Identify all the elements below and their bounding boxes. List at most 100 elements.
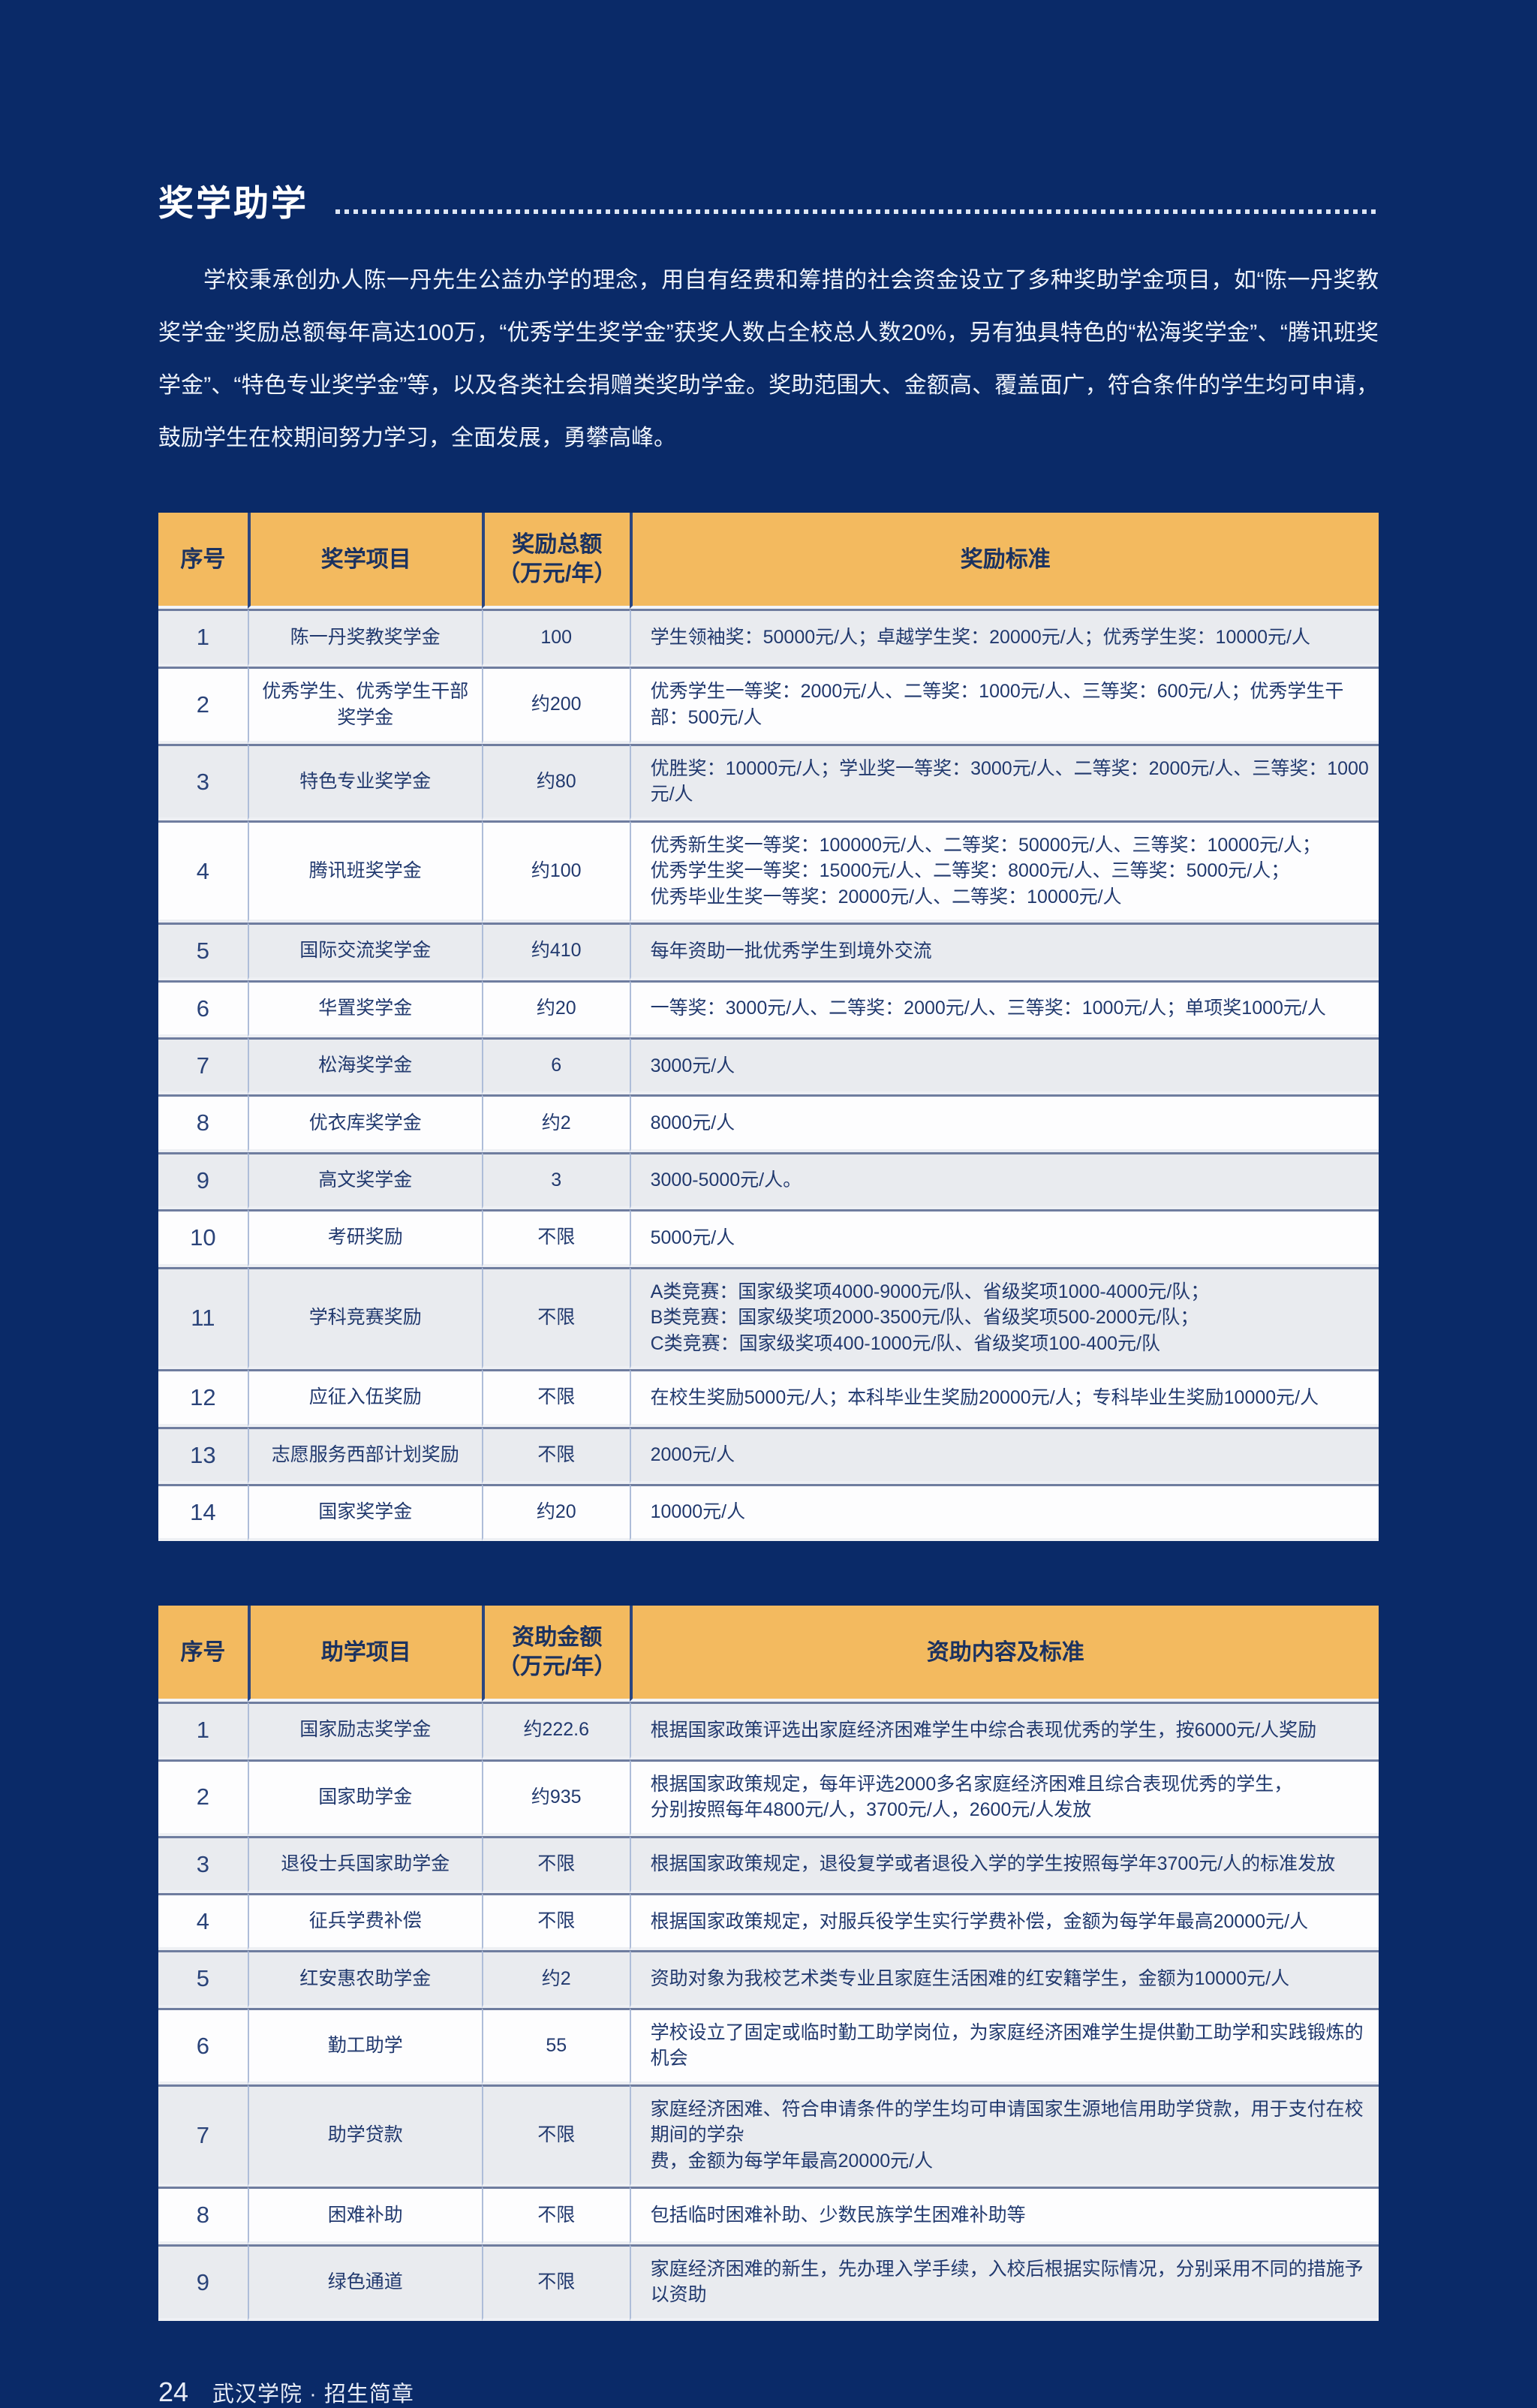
cell-project: 国家助学金 — [247, 1759, 482, 1836]
cell-seq: 14 — [158, 1483, 248, 1542]
cell-standard: 根据国家政策规定，退役复学或者退役入学的学生按照每学年3700元/人的标准发放 — [629, 1835, 1379, 1894]
brochure-page: 奖学助学 学校秉承创办人陈一丹先生公益办学的理念，用自有经费和筹措的社会资金设立… — [158, 0, 1379, 2407]
table-row: 12 应征入伍奖励 不限 在校生奖励5000元/人；本科毕业生奖励20000元/… — [158, 1369, 1379, 1427]
cell-standard: 根据国家政策规定，每年评选2000多名家庭经济困难且综合表现优秀的学生， 分别按… — [629, 1759, 1379, 1836]
cell-project: 松海奖学金 — [247, 1037, 482, 1095]
cell-amount: 约410 — [481, 923, 630, 980]
cell-amount: 约20 — [481, 1483, 630, 1542]
cell-standard: 2000元/人 — [629, 1426, 1379, 1484]
cell-project: 助学贷款 — [247, 2084, 482, 2187]
cell-seq: 6 — [158, 2007, 248, 2084]
cell-amount: 不限 — [481, 1835, 630, 1894]
cell-amount: 100 — [481, 609, 630, 667]
page-title: 奖学助学 — [158, 183, 308, 223]
cell-project: 征兵学费补偿 — [247, 1893, 482, 1951]
column-header-seq: 序号 — [158, 1606, 248, 1702]
cell-seq: 11 — [158, 1266, 248, 1370]
table-row: 6 华置奖学金 约20 一等奖：3000元/人、二等奖：2000元/人、三等奖：… — [158, 980, 1379, 1038]
cell-seq: 10 — [158, 1209, 248, 1267]
cell-amount: 55 — [481, 2007, 630, 2084]
cell-standard: 一等奖：3000元/人、二等奖：2000元/人、三等奖：1000元/人；单项奖1… — [629, 980, 1379, 1038]
cell-seq: 1 — [158, 1702, 248, 1759]
cell-project: 华置奖学金 — [247, 980, 482, 1038]
cell-amount: 不限 — [481, 1369, 630, 1427]
cell-standard: 根据国家政策评选出家庭经济困难学生中综合表现优秀的学生，按6000元/人奖励 — [629, 1702, 1379, 1759]
scholarship-table: 序号 奖学项目 奖励总额 （万元/年） 奖励标准 1 陈一丹奖教奖学金 100 … — [158, 513, 1379, 1542]
table-row: 7 松海奖学金 6 3000元/人 — [158, 1037, 1379, 1095]
cell-standard: 每年资助一批优秀学生到境外交流 — [629, 923, 1379, 980]
dotted-divider — [335, 209, 1379, 215]
cell-project: 学科竞赛奖励 — [247, 1266, 482, 1370]
cell-amount: 约2 — [481, 1950, 630, 2008]
table-row: 3 退役士兵国家助学金 不限 根据国家政策规定，退役复学或者退役入学的学生按照每… — [158, 1835, 1379, 1894]
cell-project: 志愿服务西部计划奖励 — [247, 1426, 482, 1484]
cell-seq: 8 — [158, 2187, 248, 2244]
table-row: 4 腾讯班奖学金 约100 优秀新生奖一等奖：100000元/人、二等奖：500… — [158, 820, 1379, 923]
cell-amount: 约935 — [481, 1759, 630, 1836]
cell-amount: 不限 — [481, 2187, 630, 2244]
cell-amount: 不限 — [481, 1266, 630, 1370]
table-row: 1 陈一丹奖教奖学金 100 学生领袖奖：50000元/人；卓越学生奖：2000… — [158, 609, 1379, 667]
cell-standard: 3000-5000元/人。 — [629, 1151, 1379, 1210]
table-row: 8 困难补助 不限 包括临时困难补助、少数民族学生困难补助等 — [158, 2187, 1379, 2244]
table-row: 9 绿色通道 不限 家庭经济困难的新生，先办理入学手续，入校后根据实际情况，分别… — [158, 2244, 1379, 2321]
cell-seq: 2 — [158, 1759, 248, 1836]
cell-project: 优秀学生、优秀学生干部奖学金 — [247, 666, 482, 744]
table-row: 13 志愿服务西部计划奖励 不限 2000元/人 — [158, 1426, 1379, 1484]
page-footer: 24 武汉学院 · 招生简章 — [158, 2376, 1379, 2408]
table-row: 1 国家励志奖学金 约222.6 根据国家政策评选出家庭经济困难学生中综合表现优… — [158, 1702, 1379, 1759]
cell-project: 陈一丹奖教奖学金 — [247, 609, 482, 667]
cell-seq: 9 — [158, 1151, 248, 1210]
cell-project: 优衣库奖学金 — [247, 1094, 482, 1152]
cell-amount: 约80 — [481, 743, 630, 820]
column-header-project: 助学项目 — [247, 1606, 482, 1702]
table-row: 2 优秀学生、优秀学生干部奖学金 约200 优秀学生一等奖：2000元/人、二等… — [158, 666, 1379, 744]
cell-standard: 根据国家政策规定，对服兵役学生实行学费补偿，金额为每学年最高20000元/人 — [629, 1893, 1379, 1951]
cell-project: 红安惠农助学金 — [247, 1950, 482, 2008]
cell-project: 国家奖学金 — [247, 1483, 482, 1542]
cell-amount: 不限 — [481, 1893, 630, 1951]
table-row: 8 优衣库奖学金 约2 8000元/人 — [158, 1094, 1379, 1152]
cell-amount: 约2 — [481, 1094, 630, 1152]
cell-seq: 5 — [158, 923, 248, 980]
footer-brand: 武汉学院 · 招生简章 — [212, 2382, 414, 2406]
cell-standard: 家庭经济困难的新生，先办理入学手续，入校后根据实际情况，分别采用不同的措施予以资… — [629, 2244, 1379, 2321]
table-row: 5 红安惠农助学金 约2 资助对象为我校艺术类专业且家庭生活困难的红安籍学生，金… — [158, 1950, 1379, 2008]
section-header: 奖学助学 — [158, 0, 1379, 224]
table-row: 10 考研奖励 不限 5000元/人 — [158, 1209, 1379, 1267]
column-header-seq: 序号 — [158, 513, 248, 610]
column-header-standard: 奖励标准 — [629, 513, 1379, 610]
cell-seq: 9 — [158, 2244, 248, 2321]
cell-project: 勤工助学 — [247, 2007, 482, 2084]
cell-project: 腾讯班奖学金 — [247, 820, 482, 923]
cell-standard: 优秀新生奖一等奖：100000元/人、二等奖：50000元/人、三等奖：1000… — [629, 820, 1379, 923]
cell-amount: 不限 — [481, 2084, 630, 2187]
cell-standard: 5000元/人 — [629, 1209, 1379, 1267]
column-header-amount: 奖励总额 （万元/年） — [481, 513, 630, 610]
cell-seq: 12 — [158, 1369, 248, 1427]
cell-seq: 3 — [158, 743, 248, 820]
table-row: 2 国家助学金 约935 根据国家政策规定，每年评选2000多名家庭经济困难且综… — [158, 1759, 1379, 1836]
column-header-project: 奖学项目 — [247, 513, 482, 610]
cell-project: 国家励志奖学金 — [247, 1702, 482, 1759]
cell-seq: 4 — [158, 820, 248, 923]
cell-standard: 10000元/人 — [629, 1483, 1379, 1542]
intro-paragraph: 学校秉承创办人陈一丹先生公益办学的理念，用自有经费和筹措的社会资金设立了多种奖助… — [158, 268, 1379, 451]
cell-amount: 3 — [481, 1151, 630, 1210]
cell-seq: 4 — [158, 1893, 248, 1951]
cell-standard: 学生领袖奖：50000元/人；卓越学生奖：20000元/人；优秀学生奖：1000… — [629, 609, 1379, 667]
cell-standard: 资助对象为我校艺术类专业且家庭生活困难的红安籍学生，金额为10000元/人 — [629, 1950, 1379, 2008]
cell-amount: 不限 — [481, 1209, 630, 1267]
cell-project: 应征入伍奖励 — [247, 1369, 482, 1427]
cell-amount: 约20 — [481, 980, 630, 1038]
cell-project: 国际交流奖学金 — [247, 923, 482, 980]
cell-standard: 8000元/人 — [629, 1094, 1379, 1152]
cell-standard: 在校生奖励5000元/人；本科毕业生奖励20000元/人；专科毕业生奖励1000… — [629, 1369, 1379, 1427]
aid-header-row: 序号 助学项目 资助金额 （万元/年） 资助内容及标准 — [158, 1606, 1379, 1702]
cell-project: 绿色通道 — [247, 2244, 482, 2321]
cell-standard: 优胜奖：10000元/人；学业奖一等奖：3000元/人、二等奖：2000元/人、… — [629, 743, 1379, 820]
cell-seq: 13 — [158, 1426, 248, 1484]
cell-amount: 约100 — [481, 820, 630, 923]
cell-seq: 5 — [158, 1950, 248, 2008]
page-number: 24 — [158, 2376, 189, 2407]
